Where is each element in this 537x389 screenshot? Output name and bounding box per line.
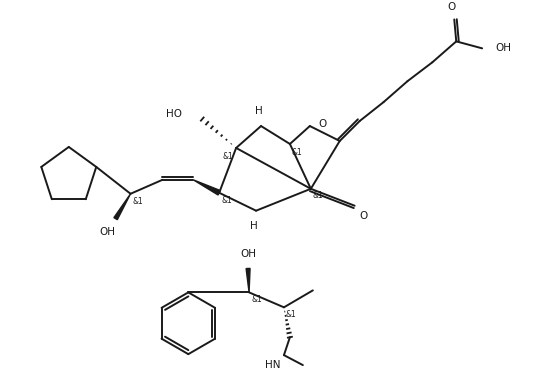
Text: &1: &1: [133, 197, 143, 206]
Polygon shape: [246, 268, 250, 293]
Text: OH: OH: [495, 43, 511, 53]
Text: &1: &1: [251, 295, 262, 304]
Polygon shape: [114, 194, 130, 220]
Text: &1: &1: [286, 310, 296, 319]
Text: &1: &1: [222, 152, 233, 161]
Text: OH: OH: [100, 227, 115, 237]
Text: &1: &1: [313, 191, 324, 200]
Text: H: H: [255, 106, 263, 116]
Text: &1: &1: [292, 148, 303, 157]
Text: HN: HN: [265, 360, 281, 370]
Text: O: O: [319, 119, 327, 129]
Text: HO: HO: [166, 109, 183, 119]
Text: OH: OH: [240, 249, 256, 259]
Text: O: O: [447, 2, 455, 12]
Text: H: H: [250, 221, 258, 231]
Text: &1: &1: [221, 196, 232, 205]
Text: O: O: [360, 211, 368, 221]
Polygon shape: [193, 180, 220, 195]
